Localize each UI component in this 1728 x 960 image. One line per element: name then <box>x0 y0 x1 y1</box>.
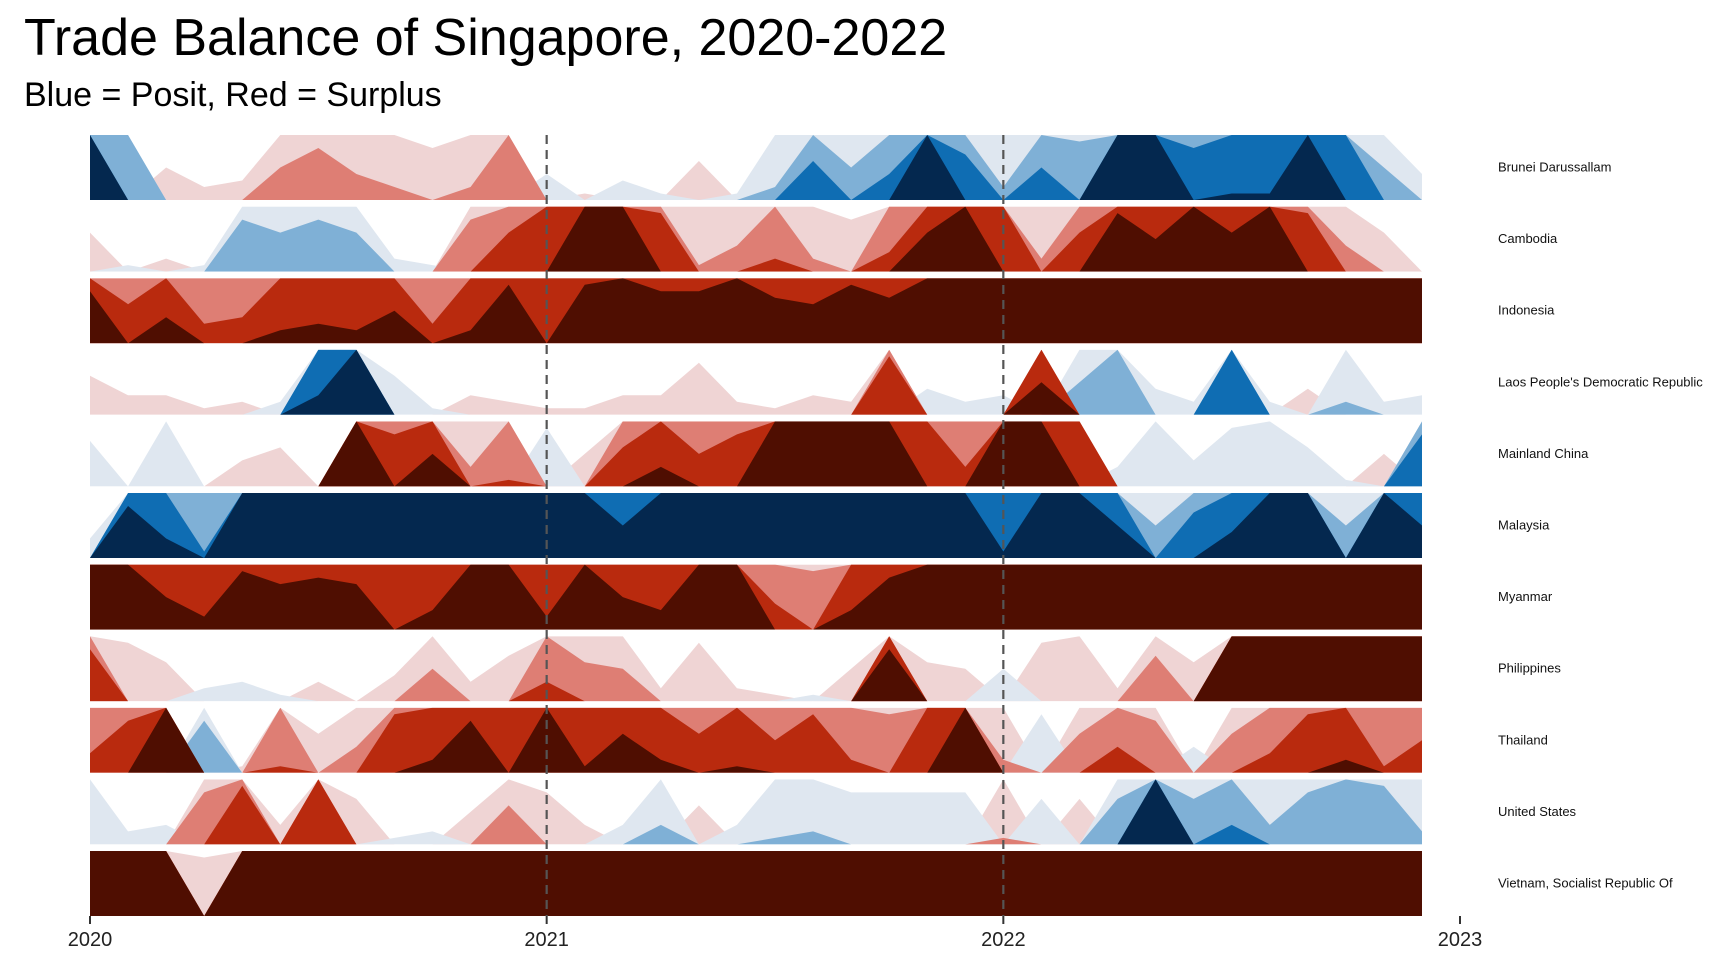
series-row: Cambodia <box>90 206 1558 272</box>
surplus-band-4 <box>90 564 1422 630</box>
posit-band-2 <box>90 720 1422 773</box>
posit-band-4 <box>90 135 1422 200</box>
row-label: Philippines <box>1498 661 1561 676</box>
surplus-band-1 <box>90 135 1422 200</box>
row-label: Laos People's Democratic Republic <box>1498 374 1703 389</box>
posit-band-4 <box>90 493 1422 558</box>
row-label: Mainland China <box>1498 446 1589 461</box>
series-row: Mainland China <box>90 421 1589 487</box>
posit-band-4 <box>90 779 1422 845</box>
series-row: United States <box>90 779 1577 845</box>
row-label: Thailand <box>1498 732 1548 747</box>
surplus-band-2 <box>90 636 1422 702</box>
posit-band-2 <box>90 135 1422 200</box>
chart-subtitle: Blue = Posit, Red = Surplus <box>24 76 442 114</box>
surplus-band-3 <box>90 707 1422 773</box>
row-label: Malaysia <box>1498 518 1550 533</box>
surplus-band-4 <box>90 421 1422 487</box>
row-label: Vietnam, Socialist Republic Of <box>1498 876 1673 891</box>
series-row: Philippines <box>90 636 1561 702</box>
posit-band-1 <box>90 779 1422 845</box>
posit-band-4 <box>90 349 1422 415</box>
x-tick-label: 2020 <box>68 929 113 951</box>
x-tick-label: 2023 <box>1438 929 1483 951</box>
series-row: Laos People's Democratic Republic <box>90 349 1703 415</box>
series-row: Brunei Darussallam <box>90 135 1611 200</box>
surplus-band-3 <box>90 779 1422 845</box>
series-row: Thailand <box>90 707 1548 773</box>
series-row: Indonesia <box>90 278 1555 344</box>
posit-band-2 <box>90 219 1422 272</box>
row-label: Indonesia <box>1498 303 1555 318</box>
series-row: Vietnam, Socialist Republic Of <box>90 851 1673 916</box>
surplus-band-4 <box>90 278 1422 344</box>
surplus-band-4 <box>90 636 1422 702</box>
x-tick-label: 2021 <box>524 929 569 951</box>
row-label: Brunei Darussallam <box>1498 160 1611 175</box>
surplus-band-1 <box>90 349 1422 415</box>
row-label: United States <box>1498 804 1577 819</box>
row-label: Cambodia <box>1498 231 1558 246</box>
surplus-band-4 <box>90 851 1422 916</box>
posit-band-1 <box>90 668 1422 702</box>
row-label: Myanmar <box>1498 589 1553 604</box>
x-tick-label: 2022 <box>981 929 1026 951</box>
series-row: Malaysia <box>90 493 1550 558</box>
series-row: Myanmar <box>90 564 1553 630</box>
surplus-band-4 <box>90 206 1422 272</box>
posit-band-2 <box>90 349 1422 415</box>
chart-title: Trade Balance of Singapore, 2020-2022 <box>24 9 948 67</box>
posit-band-1 <box>90 421 1422 487</box>
surplus-band-1 <box>90 779 1422 845</box>
surplus-band-3 <box>90 206 1422 272</box>
